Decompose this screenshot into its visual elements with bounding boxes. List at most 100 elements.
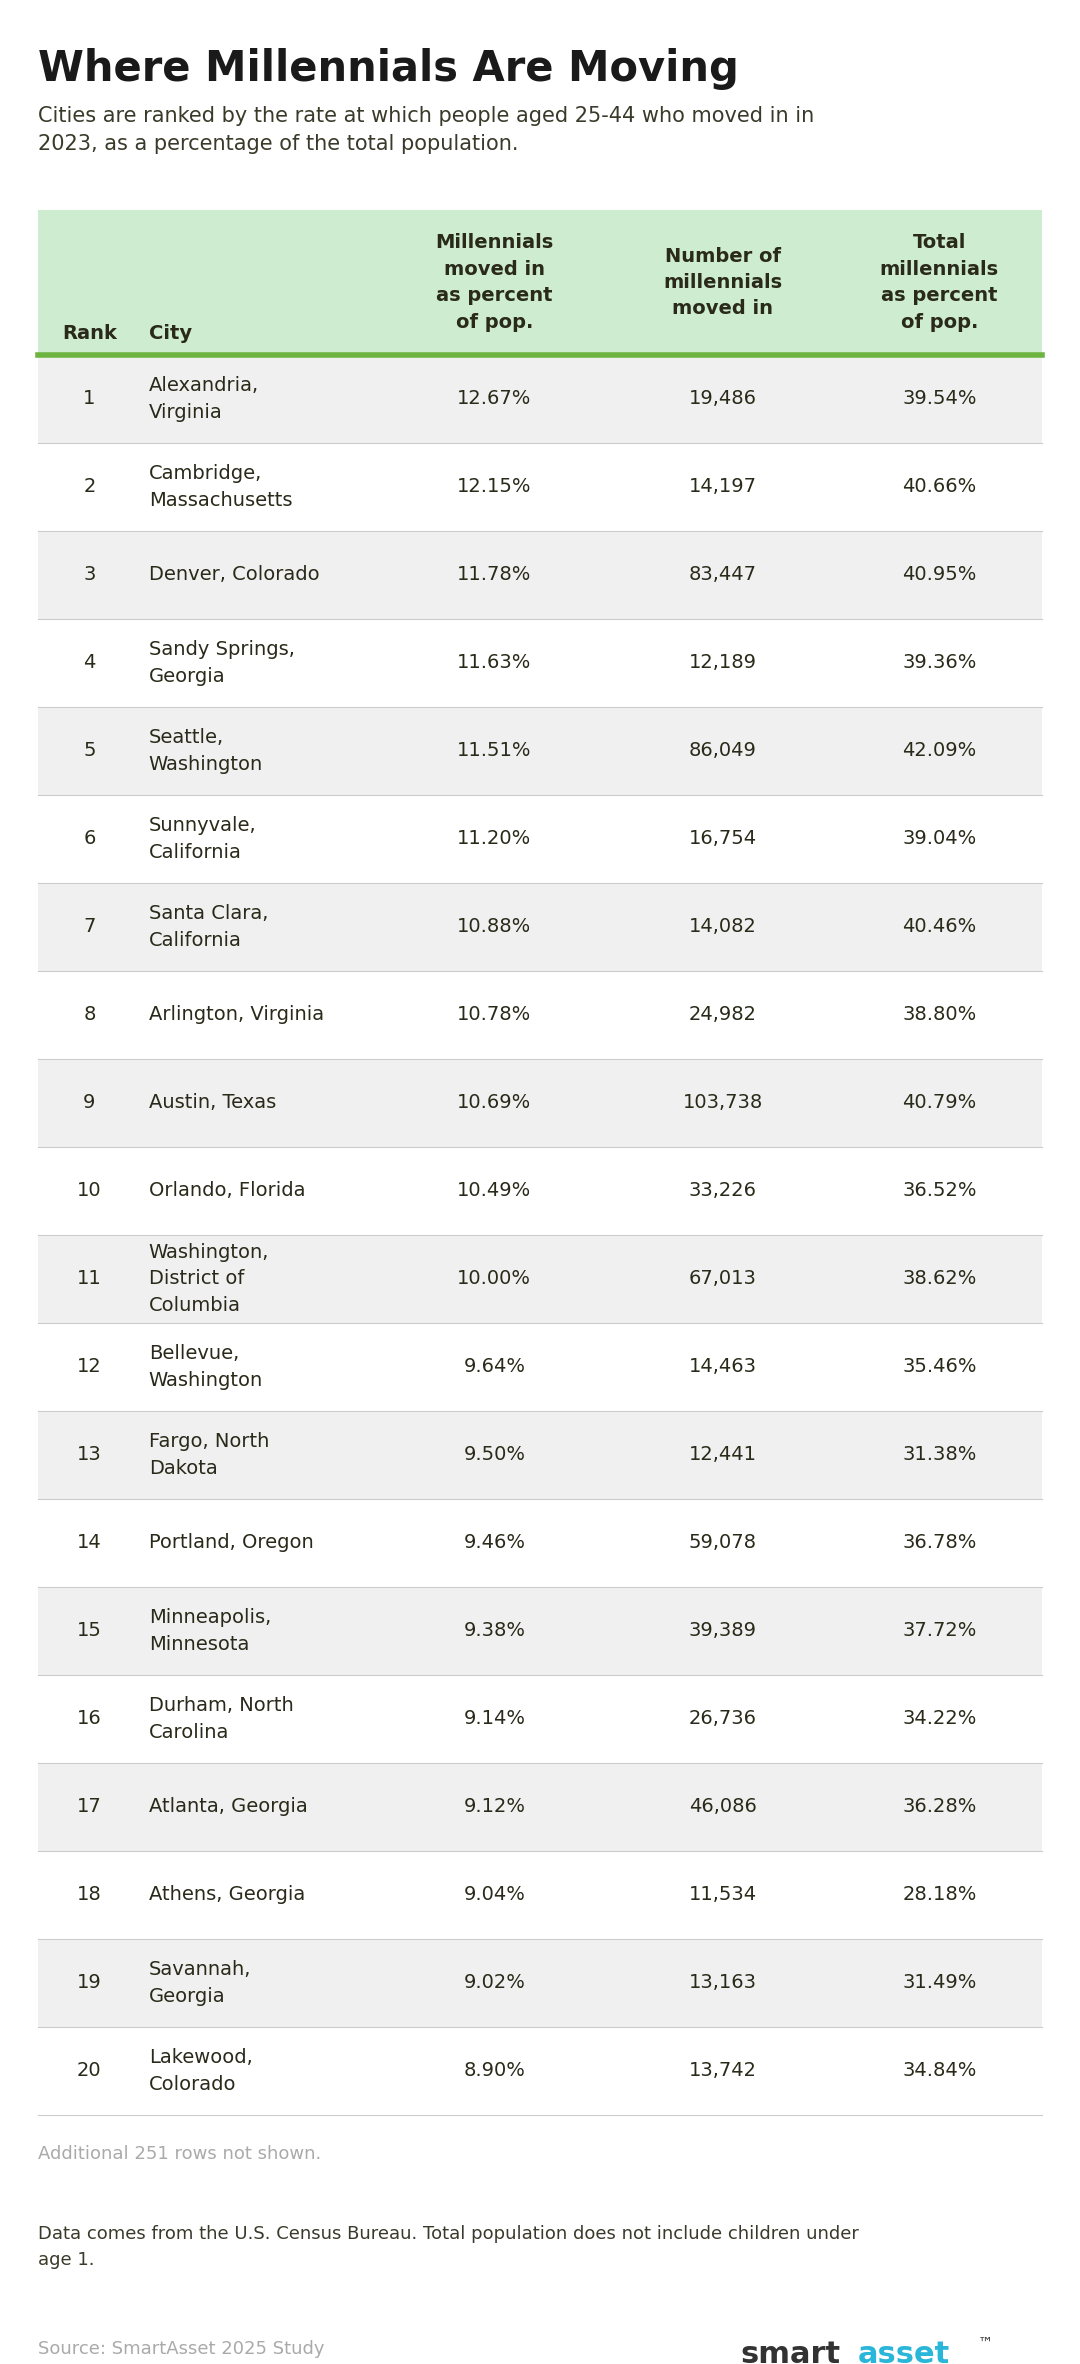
Text: 12: 12 — [77, 1357, 102, 1376]
Text: Santa Clara,
California: Santa Clara, California — [149, 905, 268, 950]
Text: 12.67%: 12.67% — [457, 390, 531, 409]
Text: Durham, North
Carolina: Durham, North Carolina — [149, 1697, 294, 1742]
Bar — [38, 707, 1042, 794]
Text: 1: 1 — [83, 390, 95, 409]
Text: 7: 7 — [83, 917, 95, 936]
Text: 11.51%: 11.51% — [457, 742, 531, 761]
Bar — [38, 619, 1042, 707]
Text: 67,013: 67,013 — [689, 1269, 756, 1288]
Text: 39.54%: 39.54% — [902, 390, 976, 409]
Text: Savannah,
Georgia: Savannah, Georgia — [149, 1960, 251, 2005]
Bar — [38, 1499, 1042, 1586]
Text: 4: 4 — [83, 652, 95, 671]
Text: 11: 11 — [77, 1269, 102, 1288]
Text: 103,738: 103,738 — [683, 1095, 762, 1113]
Text: 11.20%: 11.20% — [457, 830, 531, 849]
Text: 40.79%: 40.79% — [902, 1095, 976, 1113]
Text: 40.95%: 40.95% — [902, 565, 976, 584]
Text: 8.90%: 8.90% — [463, 2061, 525, 2080]
Text: 86,049: 86,049 — [689, 742, 756, 761]
Text: Orlando, Florida: Orlando, Florida — [149, 1182, 306, 1201]
Text: Additional 251 rows not shown.: Additional 251 rows not shown. — [38, 2144, 321, 2163]
Text: 12.15%: 12.15% — [457, 478, 531, 496]
Text: Portland, Oregon: Portland, Oregon — [149, 1534, 313, 1553]
Bar — [38, 972, 1042, 1059]
Text: 3: 3 — [83, 565, 95, 584]
Text: 16,754: 16,754 — [688, 830, 757, 849]
Text: 9.04%: 9.04% — [463, 1886, 525, 1905]
Text: Data comes from the U.S. Census Bureau. Total population does not include childr: Data comes from the U.S. Census Bureau. … — [38, 2225, 859, 2269]
Text: ™: ™ — [978, 2336, 994, 2352]
Text: Denver, Colorado: Denver, Colorado — [149, 565, 320, 584]
Text: 31.49%: 31.49% — [902, 1974, 976, 1993]
Text: Bellevue,
Washington: Bellevue, Washington — [149, 1345, 262, 1390]
Text: 35.46%: 35.46% — [902, 1357, 976, 1376]
Text: 14,197: 14,197 — [689, 478, 757, 496]
Text: Cities are ranked by the rate at which people aged 25-44 who moved in in
2023, a: Cities are ranked by the rate at which p… — [38, 106, 814, 154]
Text: 9.50%: 9.50% — [463, 1444, 525, 1466]
Text: 13,742: 13,742 — [689, 2061, 757, 2080]
Text: 9.12%: 9.12% — [463, 1797, 525, 1816]
Bar — [38, 1411, 1042, 1499]
Text: Atlanta, Georgia: Atlanta, Georgia — [149, 1797, 308, 1816]
Text: 26,736: 26,736 — [689, 1709, 757, 1728]
Text: Where Millennials Are Moving: Where Millennials Are Moving — [38, 47, 739, 90]
Text: 9.64%: 9.64% — [463, 1357, 525, 1376]
Text: 19,486: 19,486 — [689, 390, 757, 409]
Bar — [38, 1586, 1042, 1676]
Text: Rank: Rank — [62, 324, 117, 343]
Text: 11.63%: 11.63% — [457, 652, 531, 671]
Text: 37.72%: 37.72% — [902, 1622, 976, 1641]
Bar — [38, 1764, 1042, 1851]
Text: 15: 15 — [77, 1622, 102, 1641]
Text: 39.36%: 39.36% — [902, 652, 976, 671]
Text: 34.84%: 34.84% — [902, 2061, 976, 2080]
Bar — [38, 532, 1042, 619]
Text: 83,447: 83,447 — [689, 565, 757, 584]
Text: 14: 14 — [77, 1534, 102, 1553]
Text: smart: smart — [740, 2340, 840, 2364]
Text: Alexandria,
Virginia: Alexandria, Virginia — [149, 376, 259, 421]
Bar — [38, 442, 1042, 532]
Text: 9: 9 — [83, 1095, 95, 1113]
Text: 10.00%: 10.00% — [457, 1269, 531, 1288]
Bar — [38, 1851, 1042, 1938]
Text: 16: 16 — [77, 1709, 102, 1728]
Text: 9.38%: 9.38% — [463, 1622, 525, 1641]
Text: 31.38%: 31.38% — [902, 1444, 976, 1466]
Text: City: City — [149, 324, 192, 343]
Text: 36.28%: 36.28% — [902, 1797, 976, 1816]
Text: 39,389: 39,389 — [689, 1622, 757, 1641]
Text: Minneapolis,
Minnesota: Minneapolis, Minnesota — [149, 1608, 271, 1655]
Bar — [38, 355, 1042, 442]
Text: 42.09%: 42.09% — [902, 742, 976, 761]
Text: Washington,
District of
Columbia: Washington, District of Columbia — [149, 1243, 269, 1314]
Text: Total
millennials
as percent
of pop.: Total millennials as percent of pop. — [880, 234, 999, 331]
Text: 28.18%: 28.18% — [902, 1886, 976, 1905]
Bar — [38, 794, 1042, 884]
Text: Millennials
moved in
as percent
of pop.: Millennials moved in as percent of pop. — [435, 234, 553, 331]
Text: Sandy Springs,
Georgia: Sandy Springs, Georgia — [149, 641, 295, 686]
Text: asset: asset — [858, 2340, 950, 2364]
Text: 38.62%: 38.62% — [902, 1269, 976, 1288]
Text: 59,078: 59,078 — [689, 1534, 757, 1553]
Text: 17: 17 — [77, 1797, 102, 1816]
Text: 9.02%: 9.02% — [463, 1974, 525, 1993]
Text: 10.88%: 10.88% — [457, 917, 531, 936]
Text: Arlington, Virginia: Arlington, Virginia — [149, 1005, 324, 1024]
Text: 12,441: 12,441 — [689, 1444, 757, 1466]
Text: 20: 20 — [77, 2061, 102, 2080]
Text: 19: 19 — [77, 1974, 102, 1993]
Text: 39.04%: 39.04% — [902, 830, 976, 849]
Text: 9.14%: 9.14% — [463, 1709, 525, 1728]
Text: 36.52%: 36.52% — [902, 1182, 976, 1201]
Text: Source: SmartAsset 2025 Study: Source: SmartAsset 2025 Study — [38, 2340, 324, 2357]
Text: 10.78%: 10.78% — [457, 1005, 531, 1024]
Text: Lakewood,
Colorado: Lakewood, Colorado — [149, 2047, 253, 2095]
Text: 33,226: 33,226 — [689, 1182, 757, 1201]
Text: Fargo, North
Dakota: Fargo, North Dakota — [149, 1433, 269, 1478]
Text: Number of
millennials
moved in: Number of millennials moved in — [663, 246, 782, 319]
Text: Austin, Texas: Austin, Texas — [149, 1095, 275, 1113]
Text: 40.66%: 40.66% — [902, 478, 976, 496]
Text: 12,189: 12,189 — [689, 652, 757, 671]
